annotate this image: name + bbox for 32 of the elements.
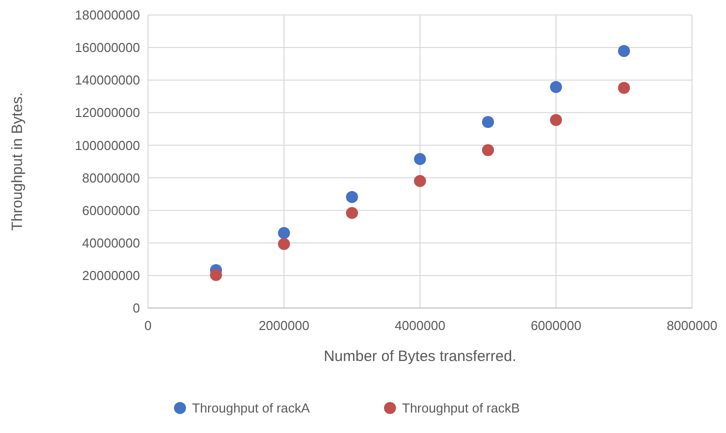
point [618,82,630,94]
y-tick-label: 160000000 [74,40,140,56]
y-tick-label: 180000000 [74,8,140,23]
y-axis-title: Throughput in Bytes. [9,92,26,231]
x-tick-label: 2000000 [258,318,310,333]
point [346,190,358,203]
y-tick-label: 120000000 [74,105,140,120]
point [278,226,290,239]
y-tick-label: 0 [132,300,140,316]
y-tick-label: 20000000 [82,268,140,283]
point [414,175,426,188]
y-tick-label: 60000000 [82,202,140,218]
legend-label: Throughput of rackA [192,400,310,416]
x-tick-label: 6000000 [530,318,582,333]
y-tick-label: 140000000 [74,72,140,88]
x-tick-label: 0 [144,318,152,333]
point [346,206,358,219]
point [210,268,222,281]
x-axis-title: Number of Bytes transferred. [324,348,516,365]
point [278,238,290,250]
x-tick-label: 8000000 [666,318,718,333]
point [482,116,494,128]
y-tick-label: 100000000 [74,138,140,153]
point [550,114,562,126]
x-tick-label: 4000000 [394,318,446,333]
point [482,144,494,156]
legend-label: Throughput of rackB [402,400,520,416]
y-tick-label: 40000000 [82,235,140,250]
point [414,153,426,166]
point [550,80,562,93]
point [618,44,630,57]
y-tick-label: 80000000 [82,170,140,186]
